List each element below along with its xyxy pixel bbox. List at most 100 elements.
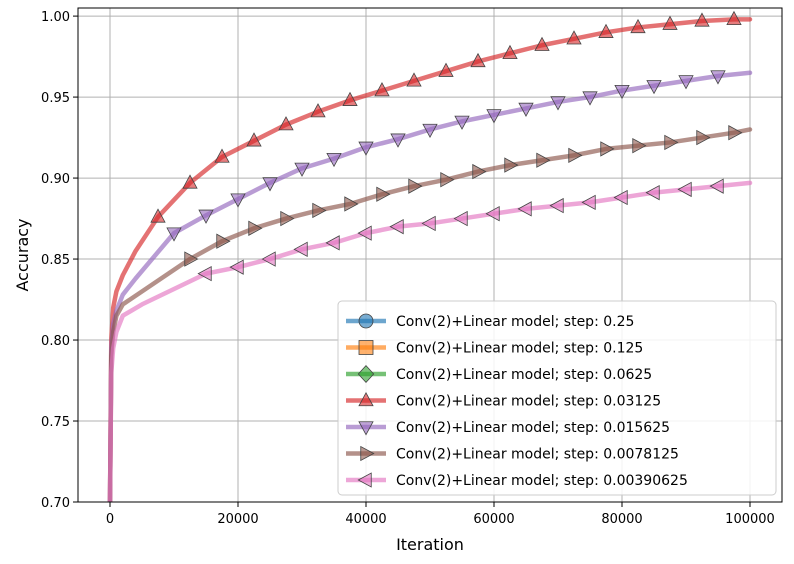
series-line (107, 17, 753, 502)
data-point (536, 152, 551, 168)
data-point (182, 174, 198, 189)
legend-marker (358, 421, 374, 436)
data-point (197, 265, 212, 282)
legend-entry: Conv(2)+Linear model; step: 0.25 (346, 313, 634, 330)
data-point (198, 209, 214, 224)
legend-entry: Conv(2)+Linear model; step: 0.00390625 (346, 472, 688, 489)
data-point (358, 141, 374, 156)
legend-label: Conv(2)+Linear model; step: 0.125 (396, 341, 643, 357)
data-point (518, 102, 534, 117)
legend-label: Conv(2)+Linear model; step: 0.0078125 (396, 447, 679, 463)
data-point (486, 109, 502, 124)
data-point (485, 206, 500, 222)
data-point (294, 162, 310, 177)
legend-entry: Conv(2)+Linear model; step: 0.125 (346, 340, 643, 357)
data-point (517, 201, 532, 217)
data-point (278, 116, 294, 131)
data-point (166, 227, 182, 242)
x-tick-label: 20000 (217, 512, 258, 527)
data-point (710, 70, 726, 85)
legend: Conv(2)+Linear model; step: 0.25 Conv(2)+… (337, 300, 777, 496)
data-point (646, 80, 662, 95)
y-tick-label: 0.95 (41, 91, 70, 106)
data-point (325, 235, 340, 251)
data-point (261, 251, 276, 267)
data-point (406, 72, 422, 87)
plot-frame (77, 7, 783, 503)
series-3 (107, 10, 753, 502)
data-point (262, 177, 278, 192)
data-point (470, 52, 486, 68)
data-point (534, 36, 550, 51)
y-tick-label: 0.70 (41, 496, 70, 511)
legend-label: Conv(2)+Linear model; step: 0.25 (396, 314, 634, 330)
data-point (422, 123, 438, 139)
data-point (421, 215, 436, 232)
data-point (230, 193, 246, 208)
legend-label: Conv(2)+Linear model; step: 0.015625 (396, 420, 670, 436)
data-point (726, 10, 742, 25)
data-point (248, 220, 263, 236)
data-point (581, 194, 596, 211)
x-tick-label: 60000 (473, 512, 514, 527)
y-tick-label: 0.85 (41, 253, 70, 268)
data-point (709, 178, 724, 194)
data-point (630, 18, 646, 34)
data-point (662, 15, 678, 30)
data-point (614, 84, 630, 100)
x-axis-label: Iteration (396, 535, 464, 554)
data-point (440, 172, 455, 188)
data-point (568, 147, 583, 164)
y-axis-label: Accuracy (13, 218, 32, 291)
data-point (229, 259, 244, 275)
data-point (453, 210, 468, 227)
legend-marker (357, 472, 372, 488)
data-point (312, 202, 327, 219)
data-point (728, 125, 743, 141)
y-tick-label: 1.00 (41, 10, 70, 25)
data-point (280, 210, 295, 227)
legend-marker (358, 391, 374, 407)
data-point (600, 141, 615, 157)
data-point (696, 129, 711, 146)
legend-marker (360, 445, 375, 462)
data-point (246, 132, 262, 147)
data-point (310, 103, 326, 118)
series-4 (107, 70, 753, 502)
x-tick-label: 0 (106, 512, 114, 527)
series-6 (107, 178, 753, 502)
series-layer (107, 10, 753, 502)
data-point (344, 196, 359, 212)
data-point (454, 115, 470, 130)
series-5 (107, 125, 753, 502)
data-point (342, 91, 358, 106)
data-point (694, 12, 710, 27)
data-point (613, 189, 628, 206)
data-point (376, 186, 391, 202)
legend-box (337, 300, 777, 496)
legend-marker (358, 313, 374, 329)
data-point (150, 208, 166, 223)
axes: 0 20000 40000 60000 80000 100000 0.70 0.75 0.80 0… (41, 7, 783, 527)
data-point (184, 251, 199, 267)
y-tick-label: 0.90 (41, 172, 70, 187)
data-point (216, 233, 231, 249)
data-point (664, 134, 679, 151)
legend-entry: Conv(2)+Linear model; step: 0.0078125 (346, 445, 679, 463)
data-point (389, 218, 404, 235)
data-point (549, 197, 564, 214)
data-point (598, 23, 614, 38)
legend-entry: Conv(2)+Linear model; step: 0.015625 (346, 420, 670, 436)
data-point (632, 138, 647, 154)
data-point (326, 152, 342, 168)
legend-entry: Conv(2)+Linear model; step: 0.0625 (346, 365, 652, 383)
data-point (502, 44, 518, 60)
data-point (374, 82, 390, 97)
legend-label: Conv(2)+Linear model; step: 0.0625 (396, 367, 652, 383)
legend-entry: Conv(2)+Linear model; step: 0.03125 (346, 391, 661, 410)
y-tick-label: 0.75 (41, 415, 70, 430)
data-point (566, 30, 582, 45)
legend-label: Conv(2)+Linear model; step: 0.00390625 (396, 473, 688, 489)
data-point (214, 148, 230, 163)
